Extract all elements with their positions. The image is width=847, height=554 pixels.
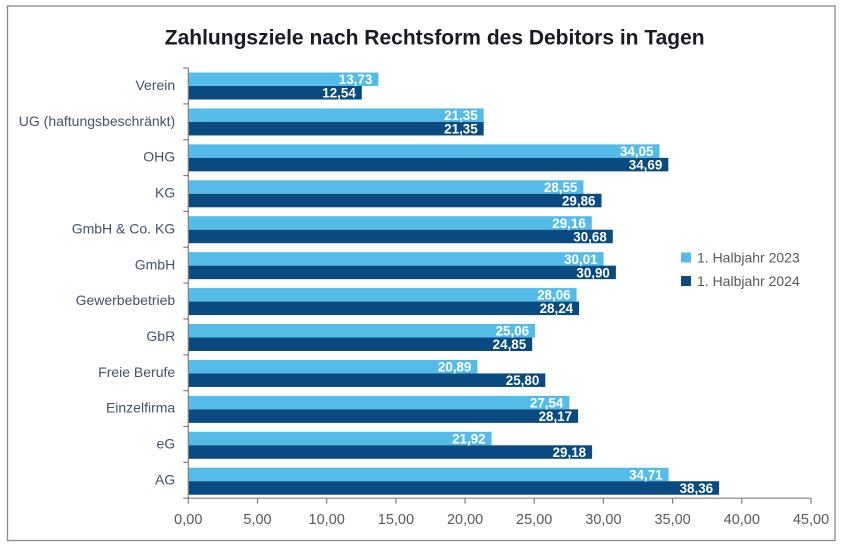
svg-text:20,89: 20,89 [438, 360, 472, 375]
svg-text:25,06: 25,06 [496, 324, 530, 339]
svg-text:28,17: 28,17 [539, 409, 573, 424]
svg-text:21,92: 21,92 [452, 431, 486, 446]
svg-text:35,00: 35,00 [654, 512, 690, 528]
svg-text:GmbH & Co. KG: GmbH & Co. KG [72, 220, 175, 236]
svg-text:29,16: 29,16 [552, 216, 586, 231]
svg-text:1. Halbjahr 2024: 1. Halbjahr 2024 [697, 273, 800, 289]
svg-text:Verein: Verein [135, 77, 175, 93]
svg-text:0,00: 0,00 [174, 512, 202, 528]
svg-text:24,85: 24,85 [493, 337, 527, 352]
svg-text:5,00: 5,00 [243, 512, 271, 528]
svg-text:40,00: 40,00 [724, 512, 760, 528]
svg-text:13,73: 13,73 [339, 72, 373, 87]
svg-text:Zahlungsziele nach Rechtsform: Zahlungsziele nach Rechtsform des Debito… [165, 27, 705, 50]
svg-text:GmbH: GmbH [135, 256, 175, 272]
svg-text:45,00: 45,00 [793, 512, 829, 528]
svg-text:eG: eG [157, 436, 176, 452]
svg-text:KG: KG [155, 185, 175, 201]
svg-text:21,35: 21,35 [444, 108, 478, 123]
svg-text:Gewerbebetrieb: Gewerbebetrieb [76, 292, 176, 308]
svg-text:25,00: 25,00 [516, 512, 552, 528]
svg-text:30,90: 30,90 [576, 265, 610, 280]
svg-text:AG: AG [155, 471, 175, 487]
svg-text:28,55: 28,55 [544, 180, 578, 195]
svg-text:GbR: GbR [146, 328, 175, 344]
svg-text:12,54: 12,54 [322, 86, 356, 101]
svg-text:30,68: 30,68 [573, 229, 607, 244]
svg-text:21,35: 21,35 [444, 122, 478, 137]
svg-text:1. Halbjahr 2023: 1. Halbjahr 2023 [697, 250, 800, 266]
svg-text:15,00: 15,00 [378, 512, 414, 528]
svg-text:28,06: 28,06 [537, 288, 571, 303]
svg-text:30,01: 30,01 [564, 252, 598, 267]
svg-text:28,24: 28,24 [540, 301, 574, 316]
svg-text:25,80: 25,80 [506, 373, 540, 388]
svg-text:20,00: 20,00 [447, 512, 483, 528]
svg-text:10,00: 10,00 [309, 512, 345, 528]
svg-text:30,00: 30,00 [585, 512, 621, 528]
svg-text:27,54: 27,54 [530, 395, 564, 410]
svg-text:34,05: 34,05 [620, 144, 654, 159]
svg-text:34,71: 34,71 [629, 467, 663, 482]
svg-text:Einzelfirma: Einzelfirma [106, 400, 175, 416]
svg-text:29,86: 29,86 [562, 193, 596, 208]
svg-text:34,69: 34,69 [629, 157, 663, 172]
svg-text:29,18: 29,18 [553, 445, 587, 460]
svg-text:Freie Berufe: Freie Berufe [98, 364, 175, 380]
svg-text:OHG: OHG [143, 149, 175, 165]
svg-text:38,36: 38,36 [680, 481, 714, 496]
svg-text:UG (haftungsbeschränkt): UG (haftungsbeschränkt) [19, 113, 175, 129]
